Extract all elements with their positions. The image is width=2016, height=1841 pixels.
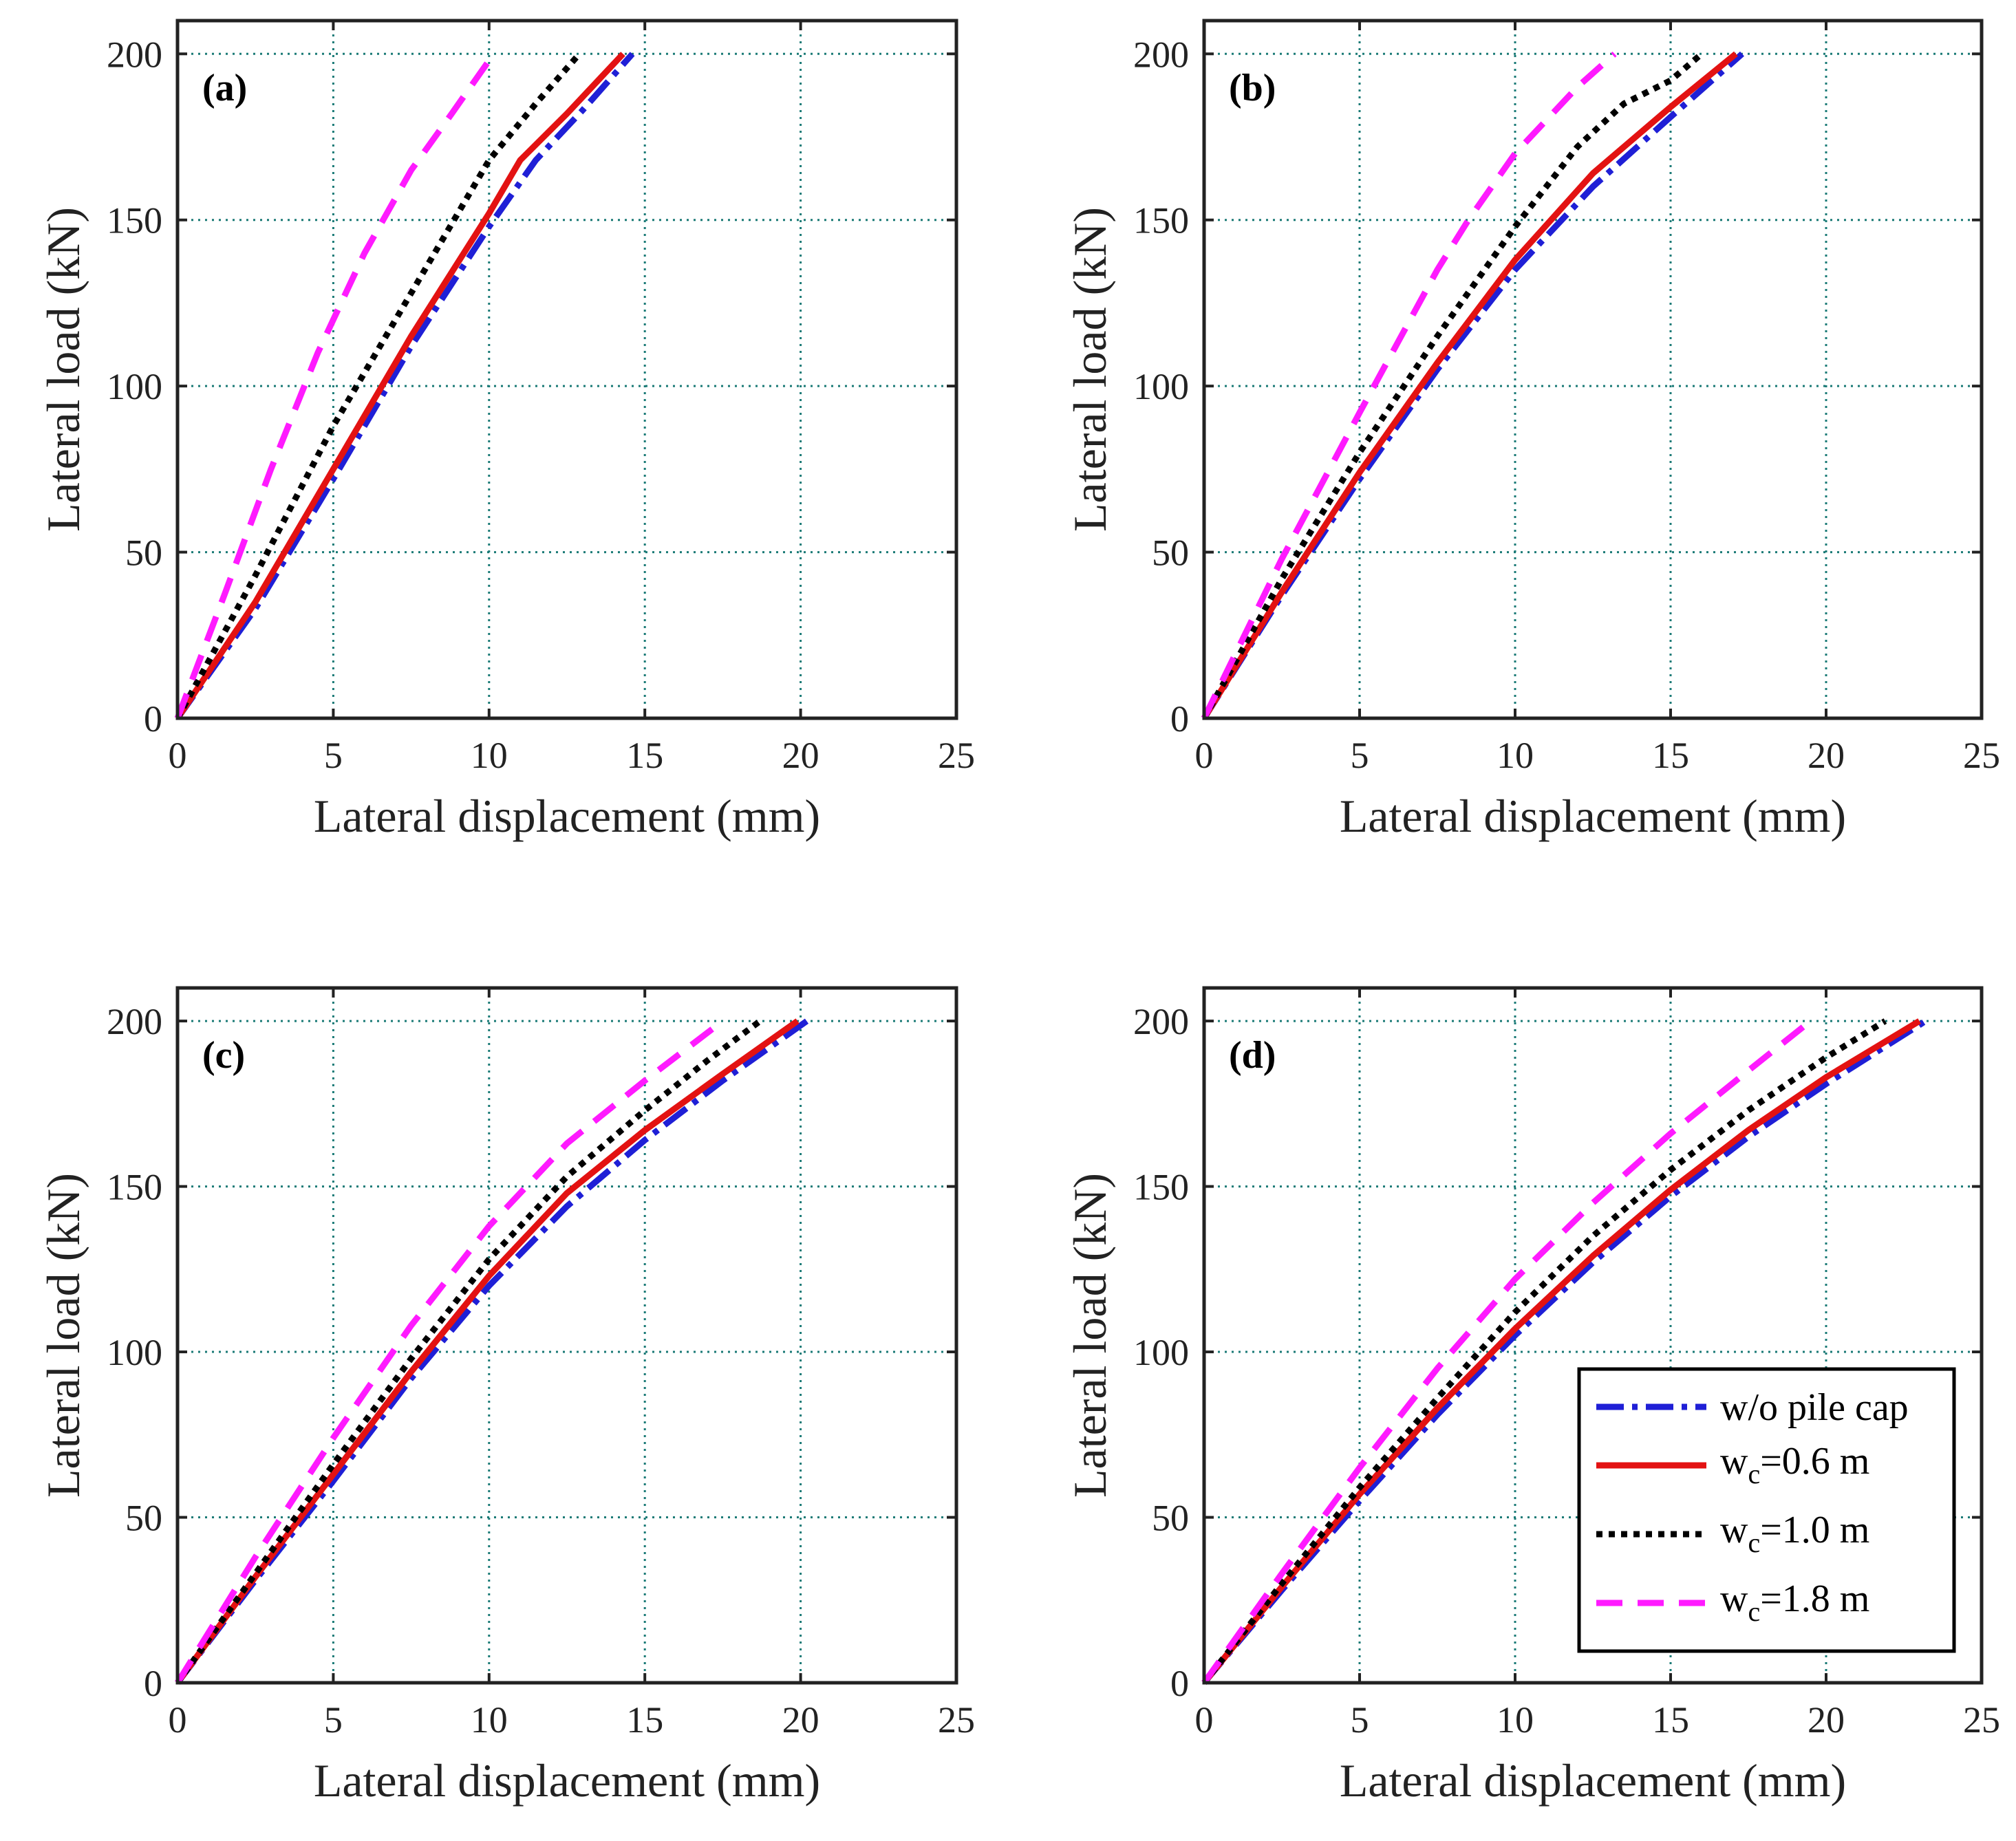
x-tick-label-a: 25 — [938, 735, 975, 776]
legend-label-w06: wc=0.6 m — [1720, 1440, 1869, 1489]
series-line-w18-d — [1201, 1018, 1813, 1685]
y-axis-label-c: Lateral load (kN) — [37, 1173, 89, 1498]
y-tick-label-a: 150 — [107, 200, 162, 241]
series-line-w10-b — [1201, 51, 1704, 720]
x-tick-label-b: 0 — [1195, 735, 1214, 776]
y-tick-label-a: 100 — [107, 366, 162, 407]
x-tick-label-b: 25 — [1963, 735, 2000, 776]
series-line-w10-d — [1201, 1018, 1887, 1685]
x-tick-label-d: 0 — [1195, 1699, 1214, 1741]
x-tick-label-b: 20 — [1808, 735, 1845, 776]
x-tick-label-b: 10 — [1497, 735, 1534, 776]
x-tick-label-a: 15 — [626, 735, 663, 776]
axes-frame-d — [1202, 986, 1984, 1685]
panel-label-c: (c) — [202, 1034, 245, 1077]
y-tick-label-b: 200 — [1133, 34, 1189, 75]
x-axis-label-d: Lateral displacement (mm) — [1340, 1754, 1846, 1807]
x-tick-label-a: 10 — [471, 735, 508, 776]
y-tick-label-b: 100 — [1133, 366, 1189, 407]
y-tick-label-c: 150 — [107, 1167, 162, 1208]
x-tick-label-d: 25 — [1963, 1699, 2000, 1741]
x-tick-label-c: 5 — [324, 1699, 343, 1741]
legend-label-w10: wc=1.0 m — [1720, 1509, 1869, 1558]
y-tick-label-c: 200 — [107, 1001, 162, 1042]
x-tick-label-d: 20 — [1808, 1699, 1845, 1741]
y-tick-label-c: 100 — [107, 1332, 162, 1373]
series-line-w10-a — [175, 52, 582, 720]
series-line-wo-d — [1201, 1018, 1928, 1685]
series-line-w10-c — [175, 1018, 762, 1685]
y-tick-label-a: 50 — [125, 532, 162, 574]
y-tick-label-d: 150 — [1133, 1167, 1189, 1208]
y-tick-label-a: 200 — [107, 34, 162, 75]
panel-c: 0 5 10 15 20 25 0 50 100 150 200 (c) Lateral displac… — [37, 986, 975, 1807]
y-tick-label-d: 50 — [1152, 1498, 1189, 1539]
y-axis-label-d: Lateral load (kN) — [1064, 1173, 1116, 1498]
x-tick-label-c: 25 — [938, 1699, 975, 1741]
plot-area-b — [1204, 21, 1982, 718]
panel-label-a: (a) — [202, 67, 247, 109]
x-tick-label-b: 5 — [1351, 735, 1369, 776]
series-line-w06-c — [175, 1018, 800, 1685]
axes-frame-c — [175, 986, 958, 1685]
y-axis-label-a: Lateral load (kN) — [37, 207, 89, 532]
x-tick-label-d: 10 — [1497, 1699, 1534, 1741]
y-tick-label-b: 0 — [1170, 698, 1189, 740]
plot-area-a — [178, 21, 956, 718]
y-tick-label-b: 50 — [1152, 532, 1189, 574]
x-axis-label-b: Lateral displacement (mm) — [1340, 790, 1846, 842]
x-tick-label-b: 15 — [1652, 735, 1689, 776]
panel-label-b: (b) — [1229, 67, 1276, 109]
legend-label-wo: w/o pile cap — [1720, 1386, 1909, 1429]
y-tick-label-d: 0 — [1170, 1663, 1189, 1704]
y-tick-label-b: 150 — [1133, 200, 1189, 241]
y-tick-label-c: 50 — [125, 1498, 162, 1539]
series-line-w18-b — [1201, 51, 1617, 720]
panel-b: 0 5 10 15 20 25 0 50 100 150 200 (b) Lateral displac… — [1064, 19, 2000, 842]
plot-area-c — [178, 988, 956, 1683]
y-tick-label-d: 100 — [1133, 1332, 1189, 1373]
x-tick-label-d: 5 — [1351, 1699, 1369, 1741]
x-tick-label-a: 0 — [169, 735, 187, 776]
series-line-w18-c — [175, 1018, 725, 1685]
axes-frame-b — [1202, 19, 1984, 720]
x-tick-label-c: 15 — [626, 1699, 663, 1741]
x-tick-label-c: 0 — [169, 1699, 187, 1741]
x-tick-label-a: 20 — [782, 735, 819, 776]
series-line-wo-a — [175, 52, 635, 720]
panel-label-d: (d) — [1229, 1034, 1276, 1077]
series-line-w06-b — [1201, 51, 1738, 720]
legend: w/o pile cap wc=0.6 m wc=1.0 m wc=1.8 m — [1577, 1367, 1956, 1653]
axes-frame-a — [175, 19, 958, 720]
panel-a: 0 5 10 15 20 25 0 50 100 150 200 (a) Lateral displac… — [37, 19, 975, 842]
legend-label-w18: wc=1.8 m — [1720, 1578, 1869, 1627]
x-tick-label-d: 15 — [1652, 1699, 1689, 1741]
y-axis-label-b: Lateral load (kN) — [1064, 207, 1116, 532]
y-tick-label-d: 200 — [1133, 1001, 1189, 1042]
series-line-w06-a — [175, 52, 625, 720]
x-tick-label-c: 10 — [471, 1699, 508, 1741]
y-tick-label-c: 0 — [144, 1663, 162, 1704]
x-axis-label-c: Lateral displacement (mm) — [314, 1754, 820, 1807]
x-tick-label-c: 20 — [782, 1699, 819, 1741]
series-line-w06-d — [1201, 1018, 1921, 1685]
y-tick-label-a: 0 — [144, 698, 162, 740]
x-tick-label-a: 5 — [324, 735, 343, 776]
x-axis-label-a: Lateral displacement (mm) — [314, 790, 820, 842]
